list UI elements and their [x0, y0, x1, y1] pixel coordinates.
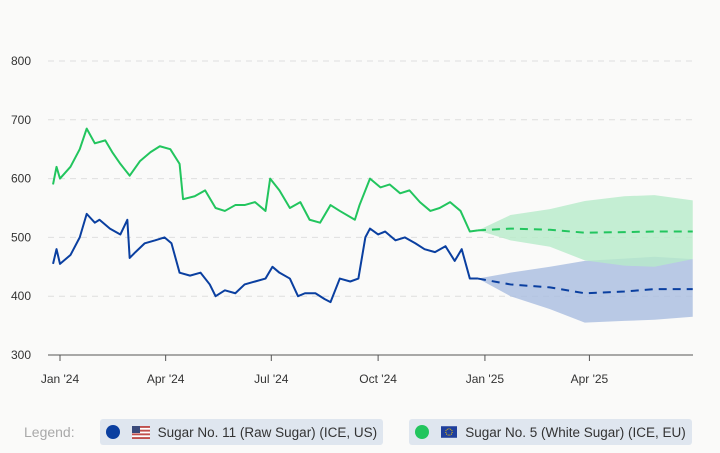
- forecast-band-1: [477, 195, 693, 267]
- legend-item-white-sugar[interactable]: Sugar No. 5 (White Sugar) (ICE, EU): [409, 419, 692, 445]
- price-chart: Jan '24 Apr '24 Jul '24 Oct '24 Jan '25 Apr '…: [11, 54, 693, 386]
- history-line-1: [52, 127, 479, 233]
- legend-label: Legend:: [24, 424, 75, 440]
- y-tick-label: 500: [11, 230, 31, 244]
- us-flag-icon: [131, 425, 150, 439]
- y-tick-label: 600: [11, 172, 31, 186]
- legend: Legend: Sugar No. 11 (Raw Sugar) (ICE, U…: [0, 419, 720, 445]
- legend-item-label: Sugar No. 5 (White Sugar) (ICE, EU): [465, 424, 686, 440]
- legend-item-raw-sugar[interactable]: Sugar No. 11 (Raw Sugar) (ICE, US): [99, 419, 384, 445]
- x-axis: Jan '24 Apr '24 Jul '24 Oct '24 Jan '25 Apr '…: [41, 354, 693, 386]
- history-line-0: [52, 212, 478, 304]
- y-tick-label: 400: [11, 289, 31, 303]
- x-tick-label: Jan '25: [466, 372, 505, 386]
- x-tick-label: Jul '24: [254, 372, 289, 386]
- series-lines: [52, 127, 693, 304]
- forecast-line-0: [477, 277, 693, 295]
- forecast-bands: [477, 195, 693, 323]
- y-tick-label: 800: [11, 54, 31, 68]
- x-tick-label: Oct '24: [359, 372, 397, 386]
- y-tick-label: 300: [11, 348, 31, 362]
- x-tick-label: Apr '25: [571, 372, 609, 386]
- y-tick-label: 700: [11, 113, 31, 127]
- series-dot-icon: [415, 425, 430, 439]
- forecast-band-0: [477, 256, 693, 323]
- eu-flag-icon: [441, 426, 458, 438]
- x-tick-label: Jan '24: [41, 372, 80, 386]
- legend-item-label: Sugar No. 11 (Raw Sugar) (ICE, US): [157, 424, 378, 440]
- x-tick-label: Apr '24: [147, 372, 185, 386]
- y-axis: 300 400 500 600 700 800: [11, 54, 31, 362]
- series-dot-icon: [105, 425, 120, 439]
- forecast-line-1: [477, 227, 693, 234]
